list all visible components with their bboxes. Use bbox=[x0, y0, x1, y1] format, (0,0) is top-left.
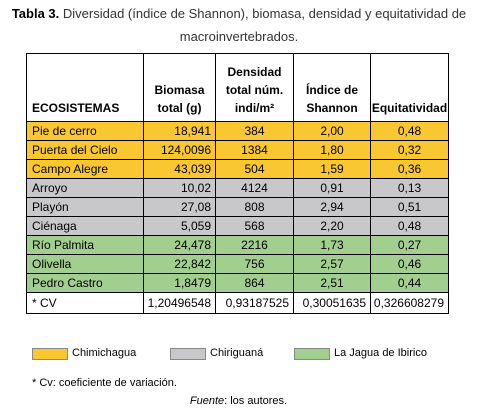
table-row: Arroyo 10,02 4124 0,91 0,13 bbox=[26, 178, 449, 198]
caption-label: Tabla 3. bbox=[11, 6, 60, 21]
cell-ecosistema: Río Palmita bbox=[26, 235, 144, 255]
cell-biomasa: 1,8479 bbox=[143, 273, 216, 293]
cell-equitatividad: 0,51 bbox=[370, 197, 449, 217]
cell-shannon: 2,94 bbox=[293, 197, 371, 217]
cv-shannon: 0,30051635 bbox=[293, 292, 371, 314]
cell-densidad: 4124 bbox=[215, 178, 294, 198]
cell-equitatividad: 0,13 bbox=[370, 178, 449, 198]
cell-densidad: 568 bbox=[215, 216, 294, 236]
cell-ecosistema: Campo Alegre bbox=[26, 159, 144, 179]
table-row: Puerta del Cielo 124,0096 1384 1,80 0,32 bbox=[26, 140, 449, 160]
cell-shannon: 0,91 bbox=[293, 178, 371, 198]
source-label: Fuente bbox=[189, 395, 225, 407]
legend-label-chimichagua: Chimichagua bbox=[72, 347, 137, 359]
header-shannon: Índice de Shannon bbox=[293, 53, 371, 122]
cell-ecosistema: Puerta del Cielo bbox=[26, 140, 144, 160]
legend-swatch-chiriguana bbox=[170, 348, 206, 360]
table-row: Olivella 22,842 756 2,57 0,46 bbox=[26, 254, 449, 274]
cell-ecosistema: Olivella bbox=[26, 254, 144, 274]
cv-equitatividad: 0,326608279 bbox=[370, 292, 449, 314]
header-equitatividad: Equitatividad bbox=[370, 53, 449, 122]
cell-densidad: 504 bbox=[215, 159, 294, 179]
cell-biomasa: 24,478 bbox=[143, 235, 216, 255]
cell-densidad: 384 bbox=[215, 121, 294, 141]
caption-text: Diversidad (índice de Shannon), biomasa,… bbox=[62, 6, 467, 44]
cv-densidad: 0,93187525 bbox=[215, 292, 294, 314]
header-biomasa: Biomasa total (g) bbox=[143, 53, 216, 122]
cell-biomasa: 10,02 bbox=[143, 178, 216, 198]
table-row: Playón 27,08 808 2,94 0,51 bbox=[26, 197, 449, 217]
cell-ecosistema: Arroyo bbox=[26, 178, 144, 198]
legend-label-chiriguana: Chiriguaná bbox=[210, 347, 264, 359]
table-row: Pedro Castro 1,8479 864 2,51 0,44 bbox=[26, 273, 449, 293]
cv-row: * CV 1,20496548 0,93187525 0,30051635 0,… bbox=[26, 292, 449, 314]
cell-biomasa: 43,039 bbox=[143, 159, 216, 179]
cell-shannon: 2,20 bbox=[293, 216, 371, 236]
cell-equitatividad: 0,36 bbox=[370, 159, 449, 179]
header-densidad: Densidad total núm. indi/m² bbox=[215, 53, 294, 122]
cell-shannon: 1,73 bbox=[293, 235, 371, 255]
table-caption: Tabla 3. Diversidad (índice de Shannon),… bbox=[6, 2, 472, 48]
legend-label-la-jagua: La Jagua de Ibirico bbox=[334, 347, 427, 359]
source-text: : los autores. bbox=[224, 395, 288, 407]
cell-densidad: 864 bbox=[215, 273, 294, 293]
cell-densidad: 808 bbox=[215, 197, 294, 217]
cell-biomasa: 5,059 bbox=[143, 216, 216, 236]
header-row: ECOSISTEMAS Biomasa total (g) Densidad t… bbox=[26, 53, 449, 122]
cell-densidad: 756 bbox=[215, 254, 294, 274]
cell-biomasa: 22,842 bbox=[143, 254, 216, 274]
cell-equitatividad: 0,44 bbox=[370, 273, 449, 293]
header-ecosistemas: ECOSISTEMAS bbox=[26, 53, 144, 122]
cell-ecosistema: Ciénaga bbox=[26, 216, 144, 236]
cell-shannon: 2,51 bbox=[293, 273, 371, 293]
cell-biomasa: 18,941 bbox=[143, 121, 216, 141]
cell-equitatividad: 0,27 bbox=[370, 235, 449, 255]
table-row: Pie de cerro 18,941 384 2,00 0,48 bbox=[26, 121, 449, 141]
cell-shannon: 2,57 bbox=[293, 254, 371, 274]
cell-densidad: 1384 bbox=[215, 140, 294, 160]
table-row: Río Palmita 24,478 2216 1,73 0,27 bbox=[26, 235, 449, 255]
cell-densidad: 2216 bbox=[215, 235, 294, 255]
footnote-cv: * Cv: coeficiente de variación. bbox=[32, 377, 177, 389]
cell-biomasa: 124,0096 bbox=[143, 140, 216, 160]
cell-ecosistema: Pedro Castro bbox=[26, 273, 144, 293]
cv-label: * CV bbox=[26, 292, 144, 314]
cell-ecosistema: Pie de cerro bbox=[26, 121, 144, 141]
cv-biomasa: 1,20496548 bbox=[143, 292, 216, 314]
cell-equitatividad: 0,46 bbox=[370, 254, 449, 274]
source-line: Fuente: los autores. bbox=[0, 394, 477, 408]
table-row: Ciénaga 5,059 568 2,20 0,48 bbox=[26, 216, 449, 236]
cell-equitatividad: 0,48 bbox=[370, 216, 449, 236]
cell-equitatividad: 0,32 bbox=[370, 140, 449, 160]
table-row: Campo Alegre 43,039 504 1,59 0,36 bbox=[26, 159, 449, 179]
legend-swatch-chimichagua bbox=[32, 348, 68, 360]
cell-equitatividad: 0,48 bbox=[370, 121, 449, 141]
cell-ecosistema: Playón bbox=[26, 197, 144, 217]
cell-shannon: 2,00 bbox=[293, 121, 371, 141]
cell-shannon: 1,59 bbox=[293, 159, 371, 179]
legend-swatch-la-jagua bbox=[294, 348, 330, 360]
legend: Chimichagua Chiriguaná La Jagua de Ibiri… bbox=[32, 346, 472, 360]
cell-biomasa: 27,08 bbox=[143, 197, 216, 217]
data-table: ECOSISTEMAS Biomasa total (g) Densidad t… bbox=[26, 53, 449, 314]
cell-shannon: 1,80 bbox=[293, 140, 371, 160]
